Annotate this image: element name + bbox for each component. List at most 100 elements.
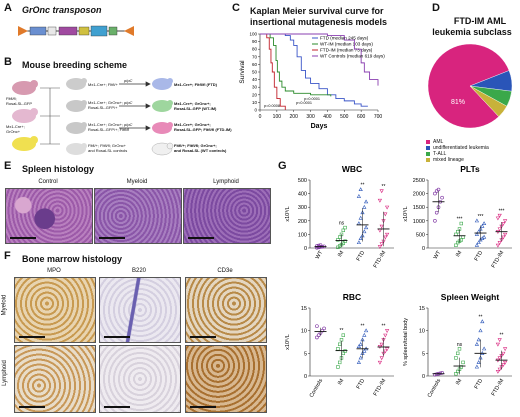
data-point <box>455 369 460 374</box>
data-point <box>362 348 367 353</box>
data-point <box>433 218 437 223</box>
data-point <box>474 341 480 346</box>
outcome-ftd-im: Mx1-Cre+; GrOnc+; RosaLSL-GFP; Fltfl/fl … <box>174 122 232 132</box>
y-tick-label: 40 <box>252 77 258 82</box>
scale-bar <box>19 336 45 338</box>
mouse-genotype-2: Mx1-Cre+; GrOnc+ <box>6 124 25 134</box>
legend-label-1: WT-IM (median 103 days) <box>320 42 373 47</box>
y-axis-title: % spleen/total body <box>403 318 409 366</box>
p-value-label: p=0.0001 <box>304 97 320 101</box>
data-point <box>363 328 369 333</box>
transposon-diagram <box>18 25 134 37</box>
data-point <box>341 333 346 337</box>
breeding-scheme <box>12 78 174 156</box>
data-point <box>363 225 369 230</box>
data-point <box>501 363 506 367</box>
data-point <box>362 204 367 209</box>
spleen-caption-lymphoid: Lymphoid <box>213 179 239 185</box>
data-point <box>481 346 487 351</box>
pie-slice-mixed-lineage <box>469 85 508 117</box>
y-tick-label: 5 <box>304 351 307 357</box>
data-point <box>336 238 340 242</box>
bm-caption-cd3e: CD3e <box>217 268 233 274</box>
survival-line-3 <box>260 33 379 86</box>
pie-slice-label: 81% <box>451 99 465 106</box>
y-tick-label: 10 <box>301 329 307 335</box>
mouse-icon-1 <box>12 80 38 95</box>
y-tick-label: 30 <box>252 85 258 90</box>
y-tick-label: 500 <box>298 178 307 184</box>
legend-label-2: FTD-IM (median 73 days) <box>320 48 373 53</box>
data-point <box>356 240 362 245</box>
panel-d-title-2: leukemia subclass <box>432 27 512 37</box>
data-point <box>315 335 319 340</box>
data-point <box>459 365 464 369</box>
mouse-icon-11 <box>151 142 174 156</box>
mouse-icon-7 <box>66 143 87 155</box>
panel-c-label: C <box>232 2 240 14</box>
significance-label: *** <box>457 217 463 223</box>
legend-label: T-ALL <box>433 151 447 157</box>
mouse-icon-4 <box>66 78 87 90</box>
data-point <box>322 326 326 331</box>
bm-lymphoid-mpo-image <box>14 345 96 413</box>
spleen-lymphoid-image <box>183 188 271 244</box>
legend-swatch <box>426 152 430 156</box>
bm-myeloid-cd3e-image <box>185 277 267 343</box>
data-point <box>433 191 437 196</box>
spleen-control-image <box>5 188 93 244</box>
x-tick-label: FTD-IM <box>373 250 388 269</box>
survival-line-2 <box>260 33 286 110</box>
chart-title: WBC <box>342 164 362 174</box>
data-point <box>476 240 481 245</box>
y-tick-label: 2000 <box>413 192 425 198</box>
data-point <box>454 356 458 360</box>
data-point <box>377 228 383 233</box>
y-tick-label: 0 <box>304 374 307 380</box>
y-tick-label: 10 <box>419 329 425 335</box>
y-tick-label: 0 <box>304 246 307 252</box>
data-point <box>341 351 346 356</box>
data-point <box>356 344 362 349</box>
pie-legend-item: undifferentiated leukemia <box>426 145 520 151</box>
data-point <box>384 205 390 210</box>
data-point <box>495 342 501 347</box>
bm-caption-b220: B220 <box>131 268 146 274</box>
x-tick-label: FTD <box>356 378 367 390</box>
x-tick-label: 600 <box>357 114 366 120</box>
data-point <box>495 243 501 248</box>
scale-bar <box>190 406 216 408</box>
x-tick-label: FTD-IM <box>491 250 506 269</box>
y-tick-label: 1000 <box>413 219 425 225</box>
data-point <box>358 236 363 240</box>
significance-label: ** <box>382 324 386 330</box>
y-tick-label: 60 <box>252 62 258 67</box>
x-tick-label: FTD <box>474 250 485 262</box>
data-point <box>315 244 319 248</box>
data-point <box>502 219 508 224</box>
y-tick-label: 200 <box>298 219 307 225</box>
mouse-icon-9 <box>152 100 173 112</box>
y-tick-label: 100 <box>298 232 307 238</box>
data-point <box>377 360 383 365</box>
data-point <box>383 349 388 354</box>
y-tick-label: 300 <box>298 205 307 211</box>
mouse-icon-3 <box>12 136 38 151</box>
x-tick-label: 0 <box>259 114 262 120</box>
pipc-label-1: pIpC <box>124 78 133 83</box>
data-point <box>384 232 390 237</box>
data-point <box>461 360 465 365</box>
data-point <box>379 342 384 347</box>
scale-bar <box>99 237 125 239</box>
y-tick-label: 5 <box>422 351 425 357</box>
data-point <box>454 372 458 376</box>
data-point <box>358 341 363 346</box>
data-point <box>502 232 508 237</box>
data-point <box>356 193 362 198</box>
data-point <box>379 189 384 194</box>
data-point <box>459 238 464 242</box>
panel-e-title: Spleen histology <box>22 164 95 174</box>
mouse-genotype-6: Fltfl/+; Fltfl/fl; GrOnc+ and RosaLSL co… <box>88 143 128 153</box>
x-tick-label: WT <box>315 249 325 260</box>
data-point <box>476 337 481 342</box>
